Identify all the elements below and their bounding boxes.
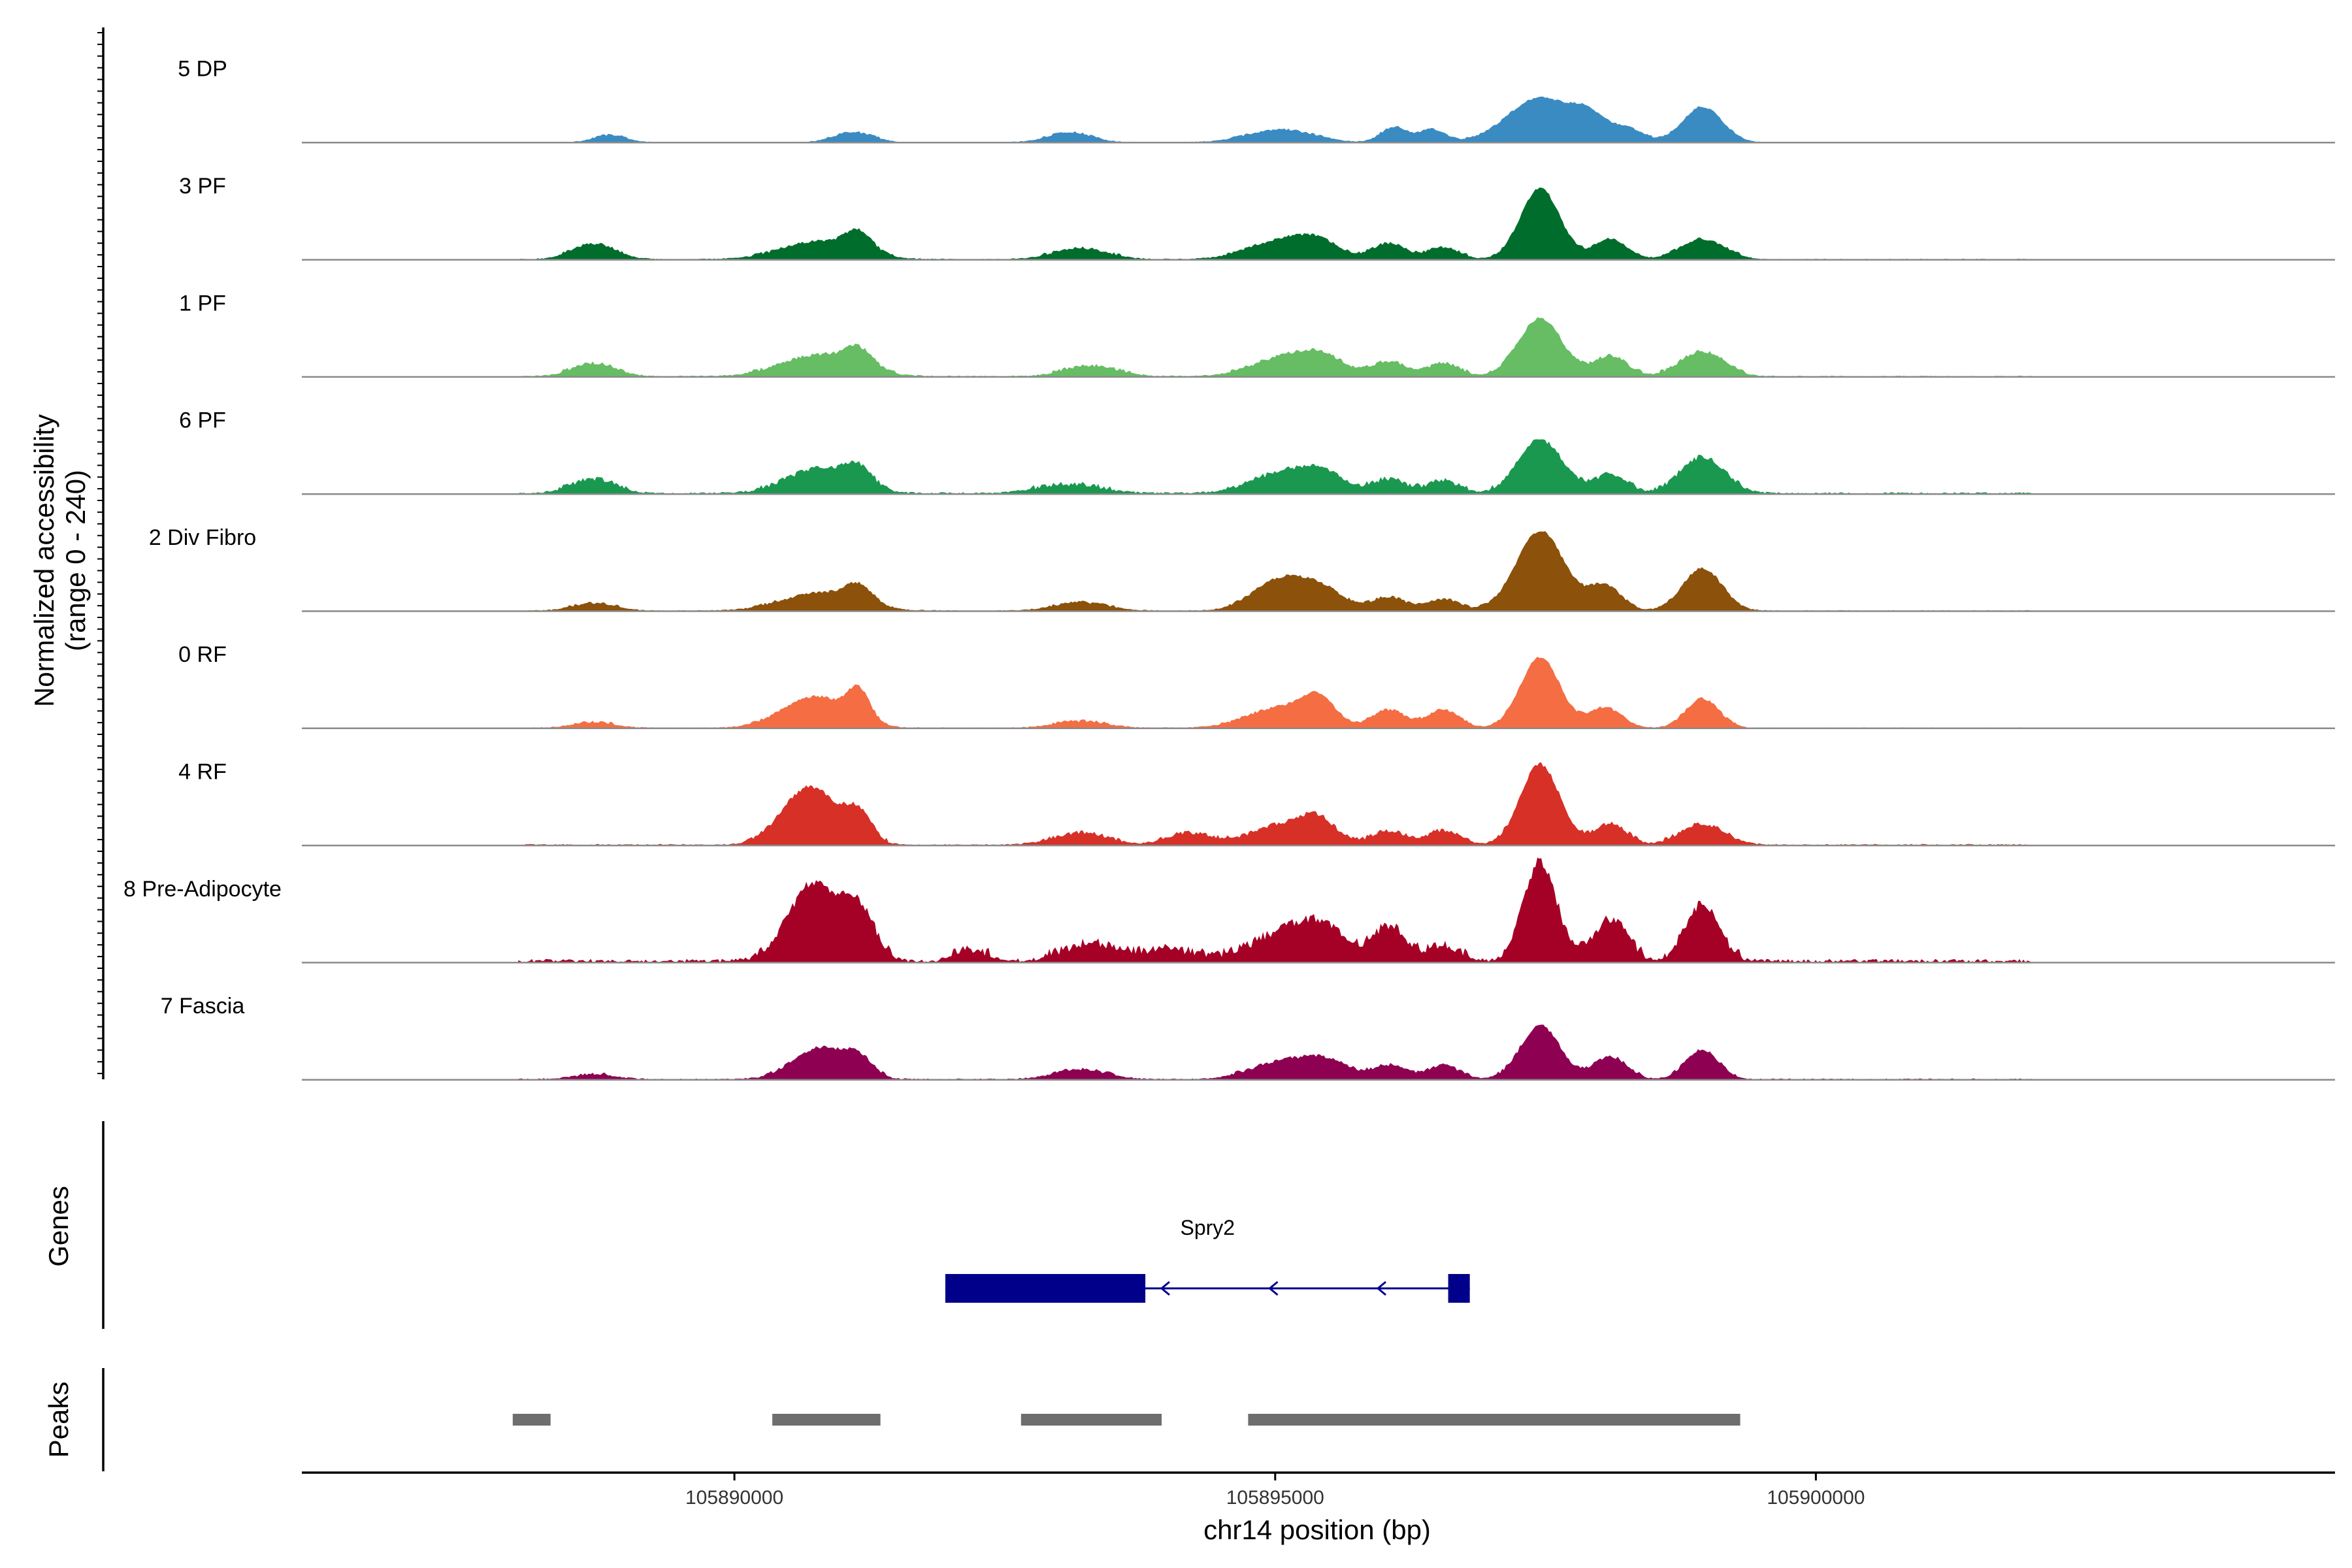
coverage-area bbox=[518, 657, 2033, 728]
peak-regions bbox=[512, 1414, 1740, 1426]
gene-exon bbox=[1448, 1274, 1470, 1303]
peak-region bbox=[1021, 1414, 1162, 1426]
coverage-area bbox=[518, 531, 2033, 612]
track-2-div-fibro: 2 Div Fibro bbox=[149, 525, 2335, 612]
track-label: 1 PF bbox=[179, 291, 226, 316]
coverage-area bbox=[518, 188, 2033, 260]
strand-arrow bbox=[1376, 1281, 1387, 1296]
track-label: 6 PF bbox=[179, 408, 226, 433]
peak-region bbox=[512, 1414, 551, 1426]
track-6-pf: 6 PF bbox=[179, 408, 2335, 495]
gene-model bbox=[945, 1274, 1470, 1303]
strand-arrow bbox=[1268, 1281, 1279, 1296]
y-axis-range-label: (range 0 - 240) bbox=[60, 470, 91, 651]
x-tick-label: 105890000 bbox=[685, 1487, 783, 1509]
track-label: 3 PF bbox=[179, 174, 226, 199]
y-minor-ticks bbox=[97, 32, 103, 1075]
peaks-panel-title: Peaks bbox=[43, 1382, 74, 1458]
x-axis-title: chr14 position (bp) bbox=[1203, 1514, 1431, 1545]
coverage-area bbox=[518, 439, 2033, 495]
track-label: 4 RF bbox=[178, 760, 227, 785]
gene-label-spry2: Spry2 bbox=[1181, 1216, 1235, 1239]
strand-arrow bbox=[1160, 1281, 1170, 1296]
coverage-area bbox=[518, 762, 2033, 846]
track-4-rf: 4 RF bbox=[178, 760, 2335, 847]
track-label: 5 DP bbox=[178, 57, 227, 82]
coverage-area bbox=[518, 317, 2033, 377]
x-tick-label: 105895000 bbox=[1226, 1487, 1324, 1509]
genes-panel-title: Genes bbox=[43, 1186, 74, 1267]
y-axis: Normalized accessibility (range 0 - 240) bbox=[29, 27, 105, 1079]
y-axis-title: Normalized accessibility bbox=[29, 414, 59, 707]
track-1-pf: 1 PF bbox=[179, 291, 2335, 378]
track-0-rf: 0 RF bbox=[178, 642, 2335, 730]
track-7-fascia: 7 Fascia bbox=[161, 994, 2335, 1081]
coverage-area bbox=[518, 1024, 2033, 1080]
coverage-area bbox=[518, 96, 2033, 143]
genes-panel: Genes Spry2 bbox=[43, 1121, 1470, 1329]
track-3-pf: 3 PF bbox=[179, 174, 2335, 261]
coverage-area bbox=[518, 857, 2033, 963]
x-ticks: 105890000 105895000 105900000 bbox=[685, 1473, 1865, 1509]
x-tick-label: 105900000 bbox=[1767, 1487, 1865, 1509]
track-5-dp: 5 DP bbox=[178, 57, 2335, 144]
track-label: 7 Fascia bbox=[161, 994, 245, 1019]
x-axis: 105890000 105895000 105900000 chr14 positi… bbox=[302, 1471, 2335, 1545]
peak-region bbox=[772, 1414, 881, 1426]
coverage-tracks: 5 DP 3 PF 1 PF 6 PF 2 Div Fibro 0 RF 4 RF 8 Pre… bbox=[123, 57, 2335, 1081]
gene-exon bbox=[945, 1274, 1146, 1303]
track-label: 0 RF bbox=[178, 642, 227, 667]
peak-region bbox=[1248, 1414, 1740, 1426]
track-8-pre-adipocyte: 8 Pre-Adipocyte bbox=[123, 857, 2335, 964]
track-label: 8 Pre-Adipocyte bbox=[123, 877, 282, 902]
track-label: 2 Div Fibro bbox=[149, 525, 256, 550]
peaks-panel: Peaks bbox=[43, 1368, 1740, 1471]
